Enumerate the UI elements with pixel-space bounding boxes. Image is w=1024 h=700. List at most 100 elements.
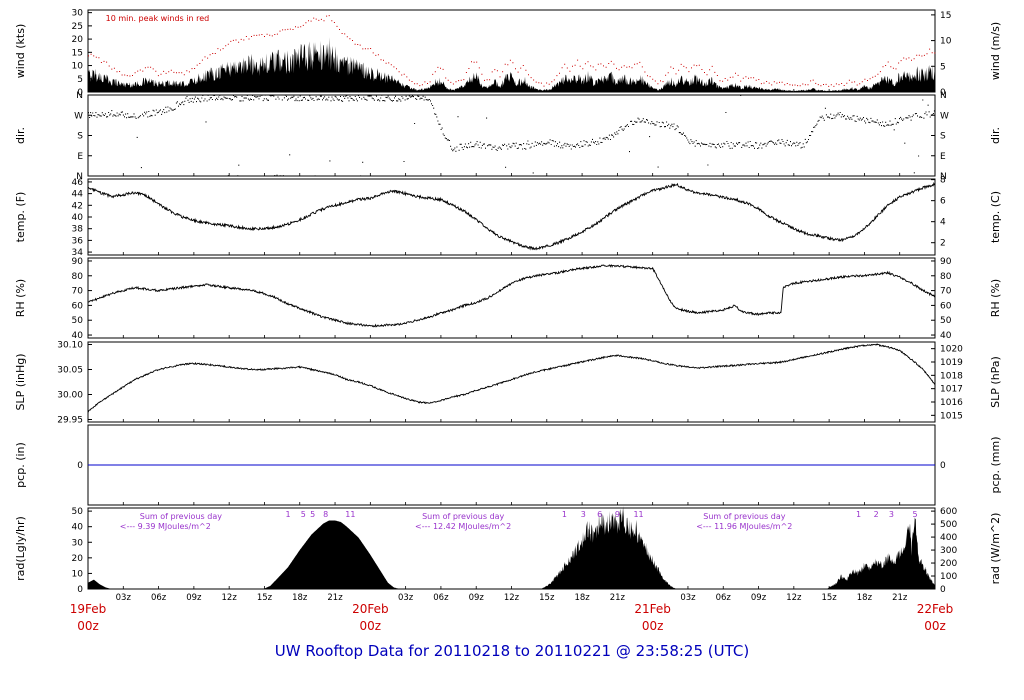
radiation-sum-label: Sum of previous day xyxy=(140,512,222,521)
day-hour-label: 00z xyxy=(360,619,382,633)
y-tick-label: N xyxy=(940,91,947,101)
wind-speed-series xyxy=(88,37,935,92)
y-tick-label: 0 xyxy=(77,461,83,471)
y-tick-label: 40 xyxy=(72,523,84,533)
panel-frame xyxy=(87,94,936,177)
y-tick-label: 50 xyxy=(72,316,84,326)
y-tick-label: 34 xyxy=(72,248,84,258)
y-tick-label: 60 xyxy=(940,301,952,311)
y-tick-label: N xyxy=(940,172,947,182)
slp-series xyxy=(87,343,936,413)
day-label: 22Feb xyxy=(917,602,954,616)
y-tick-label: 5 xyxy=(77,75,83,85)
x-tick-label: 06z xyxy=(151,593,167,603)
y-tick-label: 50 xyxy=(940,316,952,326)
y-tick-label: 300 xyxy=(940,546,957,556)
axis-label-left: dir. xyxy=(14,127,27,144)
radiation-hour-mark: 1 xyxy=(562,510,567,519)
x-tick-label: 18z xyxy=(574,593,590,603)
radiation-hour-mark: 8 xyxy=(323,510,328,519)
panel-frame xyxy=(87,178,936,256)
x-tick-label: 03z xyxy=(116,593,132,603)
y-tick-label: 0 xyxy=(77,88,83,98)
x-tick-label: 15z xyxy=(539,593,555,603)
y-tick-label: 1017 xyxy=(940,385,963,395)
x-tick-label: 21z xyxy=(892,593,908,603)
axis-label-right: rad (W/m^2) xyxy=(989,513,1002,585)
axis-label-right: RH (%) xyxy=(989,279,1002,317)
y-tick-label: 50 xyxy=(72,507,84,517)
y-tick-label: 8 xyxy=(940,176,946,186)
axis-label-right: dir. xyxy=(989,127,1002,144)
y-tick-label: 40 xyxy=(940,331,952,341)
y-tick-label: 90 xyxy=(72,257,84,267)
y-tick-label: E xyxy=(77,152,83,162)
y-tick-label: N xyxy=(76,91,83,101)
day-hour-label: 00z xyxy=(642,619,664,633)
wind-annotation: 10 min. peak winds in red xyxy=(106,14,210,23)
rh-series xyxy=(87,264,936,328)
y-tick-label: 500 xyxy=(940,520,957,530)
x-axis: 03z 06z 09z 12z 15z 18z 21z 03z 06z 09z 12z 15z 18z 2… xyxy=(70,593,954,633)
day-label: 19Feb xyxy=(70,602,107,616)
x-tick-label: 06z xyxy=(716,593,732,603)
x-tick-label: 09z xyxy=(751,593,767,603)
y-tick-label: 1018 xyxy=(940,371,963,381)
radiation-hour-mark: 3 xyxy=(581,510,586,519)
y-tick-label: 20 xyxy=(72,35,84,45)
x-tick-label: 18z xyxy=(857,593,873,603)
x-tick-label: 21z xyxy=(327,593,343,603)
y-tick-label: 44 xyxy=(72,190,84,200)
x-tick-label: 15z xyxy=(257,593,273,603)
y-tick-label: 100 xyxy=(940,572,957,582)
x-tick-label: 09z xyxy=(186,593,202,603)
axis-label-left: SLP (inHg) xyxy=(14,353,27,410)
y-tick-label: 0 xyxy=(77,585,83,595)
radiation-hour-mark: 5 xyxy=(912,510,917,519)
day-label: 21Feb xyxy=(634,602,671,616)
day-label: 20Feb xyxy=(352,602,389,616)
x-tick-label: 12z xyxy=(504,593,520,603)
axis-label-right: temp. (C) xyxy=(989,191,1002,243)
y-tick-label: 10 xyxy=(72,569,84,579)
wind-direction-series xyxy=(88,94,935,177)
y-tick-label: 29.95 xyxy=(57,416,83,426)
axis-label-right: wind (m/s) xyxy=(989,22,1002,80)
radiation-sum-value: <--- 11.96 MJoules/m^2 xyxy=(696,522,792,531)
y-tick-label: 38 xyxy=(72,225,84,235)
y-tick-label: 2 xyxy=(940,239,946,249)
x-tick-label: 18z xyxy=(292,593,308,603)
y-tick-label: 80 xyxy=(72,272,84,282)
y-tick-label: N xyxy=(76,172,83,182)
y-tick-label: 30 xyxy=(72,538,84,548)
x-tick-label: 06z xyxy=(433,593,449,603)
panel-slp: 29.95 30.00 30.05 30.10 1015 1016 1017 1018 1019… xyxy=(14,341,1002,426)
radiation-hour-mark: 5 xyxy=(301,510,306,519)
x-tick-label: 21z xyxy=(610,593,626,603)
y-tick-label: 4 xyxy=(940,218,946,228)
figure-title: UW Rooftop Data for 20110218 to 20110221… xyxy=(274,642,750,660)
x-tick-label: 12z xyxy=(786,593,802,603)
x-tick-label: 03z xyxy=(398,593,414,603)
y-tick-label: 1019 xyxy=(940,358,963,368)
axis-label-left: wind (kts) xyxy=(14,24,27,79)
y-tick-label: 90 xyxy=(940,257,952,267)
y-tick-label: 46 xyxy=(72,178,84,188)
y-tick-label: 15 xyxy=(940,11,951,21)
y-tick-label: 1020 xyxy=(940,345,963,355)
panel-rad: 010203040500100200300400500600rad(Lgly/h… xyxy=(14,505,1002,595)
y-tick-label: 25 xyxy=(72,22,83,32)
x-tick-label: 15z xyxy=(821,593,837,603)
panel-pcp: 0 0 pcp. (in) pcp. (mm) xyxy=(14,424,1002,506)
axis-label-right: pcp. (mm) xyxy=(989,436,1002,493)
panel-frame xyxy=(87,257,936,339)
radiation-hour-mark: 5 xyxy=(310,510,315,519)
day-hour-label: 00z xyxy=(77,619,99,633)
y-tick-label: 15 xyxy=(72,48,83,58)
y-tick-label: S xyxy=(77,132,83,142)
temp-series xyxy=(87,182,936,251)
y-tick-label: 20 xyxy=(72,554,84,564)
